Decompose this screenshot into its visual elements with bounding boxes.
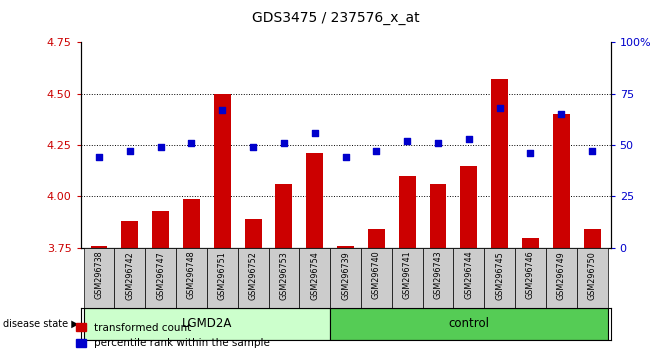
Text: GSM296742: GSM296742: [125, 251, 134, 299]
FancyBboxPatch shape: [115, 248, 145, 308]
Bar: [245, 219, 262, 248]
FancyBboxPatch shape: [576, 248, 607, 308]
Text: GDS3475 / 237576_x_at: GDS3475 / 237576_x_at: [252, 11, 419, 25]
Text: GSM296749: GSM296749: [557, 251, 566, 299]
Point: [525, 150, 536, 156]
Text: GSM296740: GSM296740: [372, 251, 381, 299]
Text: GSM296752: GSM296752: [249, 251, 258, 300]
Text: control: control: [448, 318, 489, 330]
Text: GSM296738: GSM296738: [95, 251, 103, 299]
Text: GSM296753: GSM296753: [279, 251, 289, 299]
Text: GSM296747: GSM296747: [156, 251, 165, 299]
Bar: [429, 184, 446, 248]
Bar: [337, 246, 354, 248]
Text: GSM296750: GSM296750: [588, 251, 597, 299]
FancyBboxPatch shape: [515, 248, 546, 308]
Point: [155, 144, 166, 150]
Bar: [91, 246, 107, 248]
Point: [340, 155, 351, 160]
Point: [433, 140, 444, 146]
Point: [402, 138, 413, 144]
Text: GSM296744: GSM296744: [464, 251, 473, 299]
FancyBboxPatch shape: [145, 248, 176, 308]
Bar: [183, 199, 200, 248]
Text: GSM296743: GSM296743: [433, 251, 442, 299]
Point: [309, 130, 320, 136]
Text: LGMD2A: LGMD2A: [182, 318, 232, 330]
Point: [217, 107, 227, 113]
FancyBboxPatch shape: [484, 248, 515, 308]
Point: [94, 155, 105, 160]
Bar: [121, 221, 138, 248]
FancyBboxPatch shape: [330, 248, 361, 308]
Point: [124, 148, 135, 154]
Text: GSM296751: GSM296751: [218, 251, 227, 299]
FancyBboxPatch shape: [392, 248, 423, 308]
FancyBboxPatch shape: [238, 248, 268, 308]
Text: GSM296746: GSM296746: [526, 251, 535, 299]
Text: GSM296741: GSM296741: [403, 251, 412, 299]
FancyBboxPatch shape: [330, 308, 607, 340]
Bar: [214, 94, 231, 248]
Point: [586, 148, 597, 154]
Bar: [399, 176, 415, 248]
Text: GSM296748: GSM296748: [187, 251, 196, 299]
Bar: [368, 229, 385, 248]
Point: [186, 140, 197, 146]
FancyBboxPatch shape: [84, 308, 330, 340]
FancyBboxPatch shape: [423, 248, 454, 308]
FancyBboxPatch shape: [454, 248, 484, 308]
Bar: [276, 184, 293, 248]
Point: [248, 144, 258, 150]
Point: [556, 112, 567, 117]
Bar: [306, 153, 323, 248]
FancyBboxPatch shape: [84, 248, 115, 308]
Bar: [553, 114, 570, 248]
Point: [371, 148, 382, 154]
FancyBboxPatch shape: [361, 248, 392, 308]
Bar: [491, 79, 508, 248]
Bar: [460, 166, 477, 248]
Bar: [584, 229, 601, 248]
Text: GSM296754: GSM296754: [310, 251, 319, 299]
FancyBboxPatch shape: [268, 248, 299, 308]
Text: disease state ▶: disease state ▶: [3, 319, 79, 329]
Bar: [522, 238, 539, 248]
Point: [278, 140, 289, 146]
Point: [495, 105, 505, 111]
FancyBboxPatch shape: [176, 248, 207, 308]
Bar: [152, 211, 169, 248]
FancyBboxPatch shape: [207, 248, 238, 308]
FancyBboxPatch shape: [299, 248, 330, 308]
Point: [464, 136, 474, 142]
Legend: transformed count, percentile rank within the sample: transformed count, percentile rank withi…: [72, 319, 274, 352]
FancyBboxPatch shape: [546, 248, 576, 308]
Text: GSM296745: GSM296745: [495, 251, 504, 299]
Text: GSM296739: GSM296739: [341, 251, 350, 299]
